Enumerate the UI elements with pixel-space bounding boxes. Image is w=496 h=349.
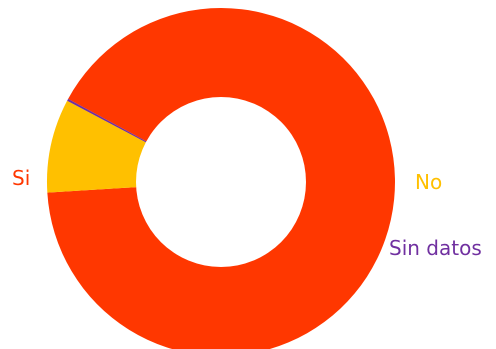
slice-label-no: No — [415, 170, 442, 194]
slice-label-si: Si — [12, 166, 30, 190]
donut-hole — [136, 97, 306, 267]
labels-group: Si No Sin datos — [12, 166, 482, 260]
slice-label-sin-datos: Sin datos — [389, 236, 482, 260]
